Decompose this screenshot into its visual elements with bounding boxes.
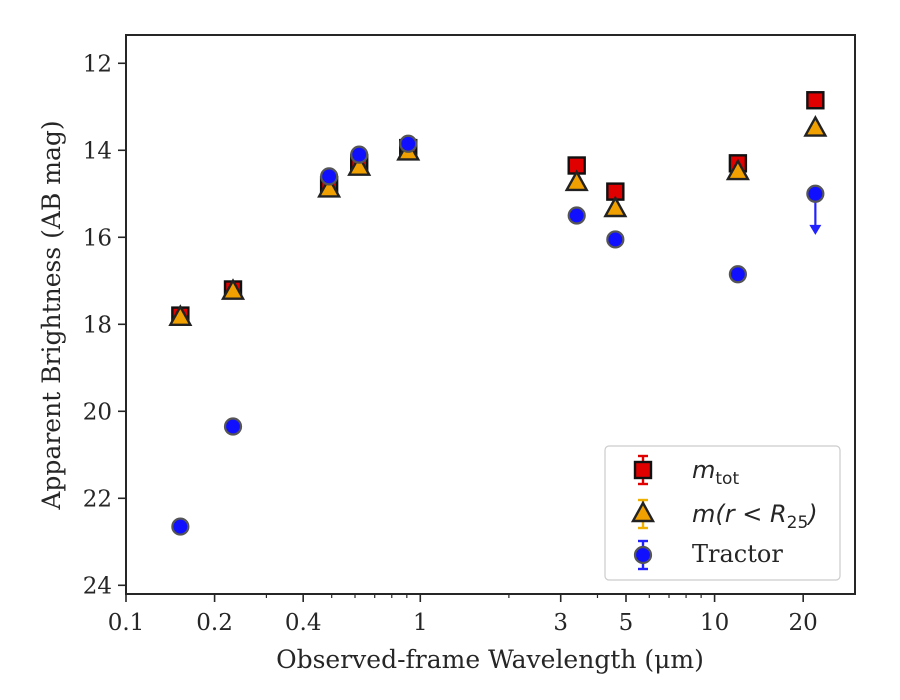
marker-circle-2 [606, 230, 625, 249]
y-tick-label: 12 [83, 51, 112, 77]
y-tick-label: 16 [83, 225, 112, 251]
data-marks [168, 91, 828, 536]
y-tick-label: 24 [83, 573, 112, 599]
legend-marker-shape [630, 500, 656, 523]
x-tick-label: 3 [553, 610, 568, 636]
legend-label-mr25: m(r < R25) [692, 500, 818, 533]
plot-frame [125, 34, 856, 595]
legend-marker-shape [633, 460, 653, 480]
marker-triangle-1 [725, 158, 750, 181]
marker-square-0 [806, 91, 825, 110]
marker-circle-2 [399, 134, 418, 153]
x-tick-label: 5 [619, 610, 634, 636]
legend-square-marker [633, 454, 653, 486]
x-tick-label: 1 [413, 610, 428, 636]
legend-mr25-main: m(r < R [692, 500, 787, 528]
x-tick-label: 0.2 [196, 610, 233, 636]
upper-limit-arrow-head [809, 224, 822, 235]
marker-triangle-1 [564, 169, 589, 192]
x-tick-label: 0.4 [285, 610, 322, 636]
marker-circle-2 [320, 167, 339, 186]
marker-triangle-1 [803, 115, 828, 137]
x-axis-title: Observed-frame Wavelength (μm) [276, 645, 704, 674]
y-axis-label: Apparent Brightness (AB mag) [37, 120, 66, 510]
marker-circle-2 [567, 206, 586, 225]
legend-box [604, 445, 841, 581]
legend-mtot-sub: tot [715, 469, 739, 489]
legend-entry-mtot: mtot [633, 454, 739, 489]
marker-circle-2 [806, 184, 825, 203]
x-tick-label: 10 [700, 610, 729, 636]
marker-circle-2 [350, 145, 369, 164]
legend-triangle-marker [630, 498, 656, 530]
y-tick-label: 14 [83, 138, 112, 164]
legend-marker-shape [633, 545, 653, 565]
y-tick-label: 22 [83, 486, 112, 512]
legend: mtot m(r < R25) Tractor [604, 445, 841, 581]
marker-triangle-1 [168, 304, 193, 326]
axis-ticks: 0.1 0.2 0.4 1 3 5 10 20 12 14 16 18 20 22 24 [83, 51, 818, 636]
legend-label-tractor: Tractor [692, 540, 783, 568]
marker-triangle-1 [347, 154, 372, 176]
legend-circle-marker [633, 539, 653, 571]
marker-circle-2 [171, 517, 190, 536]
legend-label-mtot: mtot [692, 456, 739, 489]
marker-triangle-1 [220, 278, 246, 300]
legend-mtot-main: m [692, 456, 715, 484]
y-tick-label: 18 [83, 312, 112, 338]
marker-triangle-1 [603, 195, 628, 218]
legend-entry-tractor: Tractor [633, 539, 783, 571]
legend-mr25-sub: 25 [787, 513, 809, 533]
legend-entry-mr25: m(r < R25) [630, 498, 818, 533]
y-axis-title: Apparent Brightness (AB mag) [37, 120, 66, 510]
marker-circle-2 [223, 417, 243, 436]
x-tick-label: 20 [789, 610, 818, 636]
legend-mr25-close: ) [806, 500, 817, 528]
marker-triangle-1 [317, 175, 342, 198]
marker-circle-2 [728, 265, 747, 284]
y-tick-label: 20 [83, 399, 112, 425]
x-tick-label: 0.1 [108, 610, 145, 636]
